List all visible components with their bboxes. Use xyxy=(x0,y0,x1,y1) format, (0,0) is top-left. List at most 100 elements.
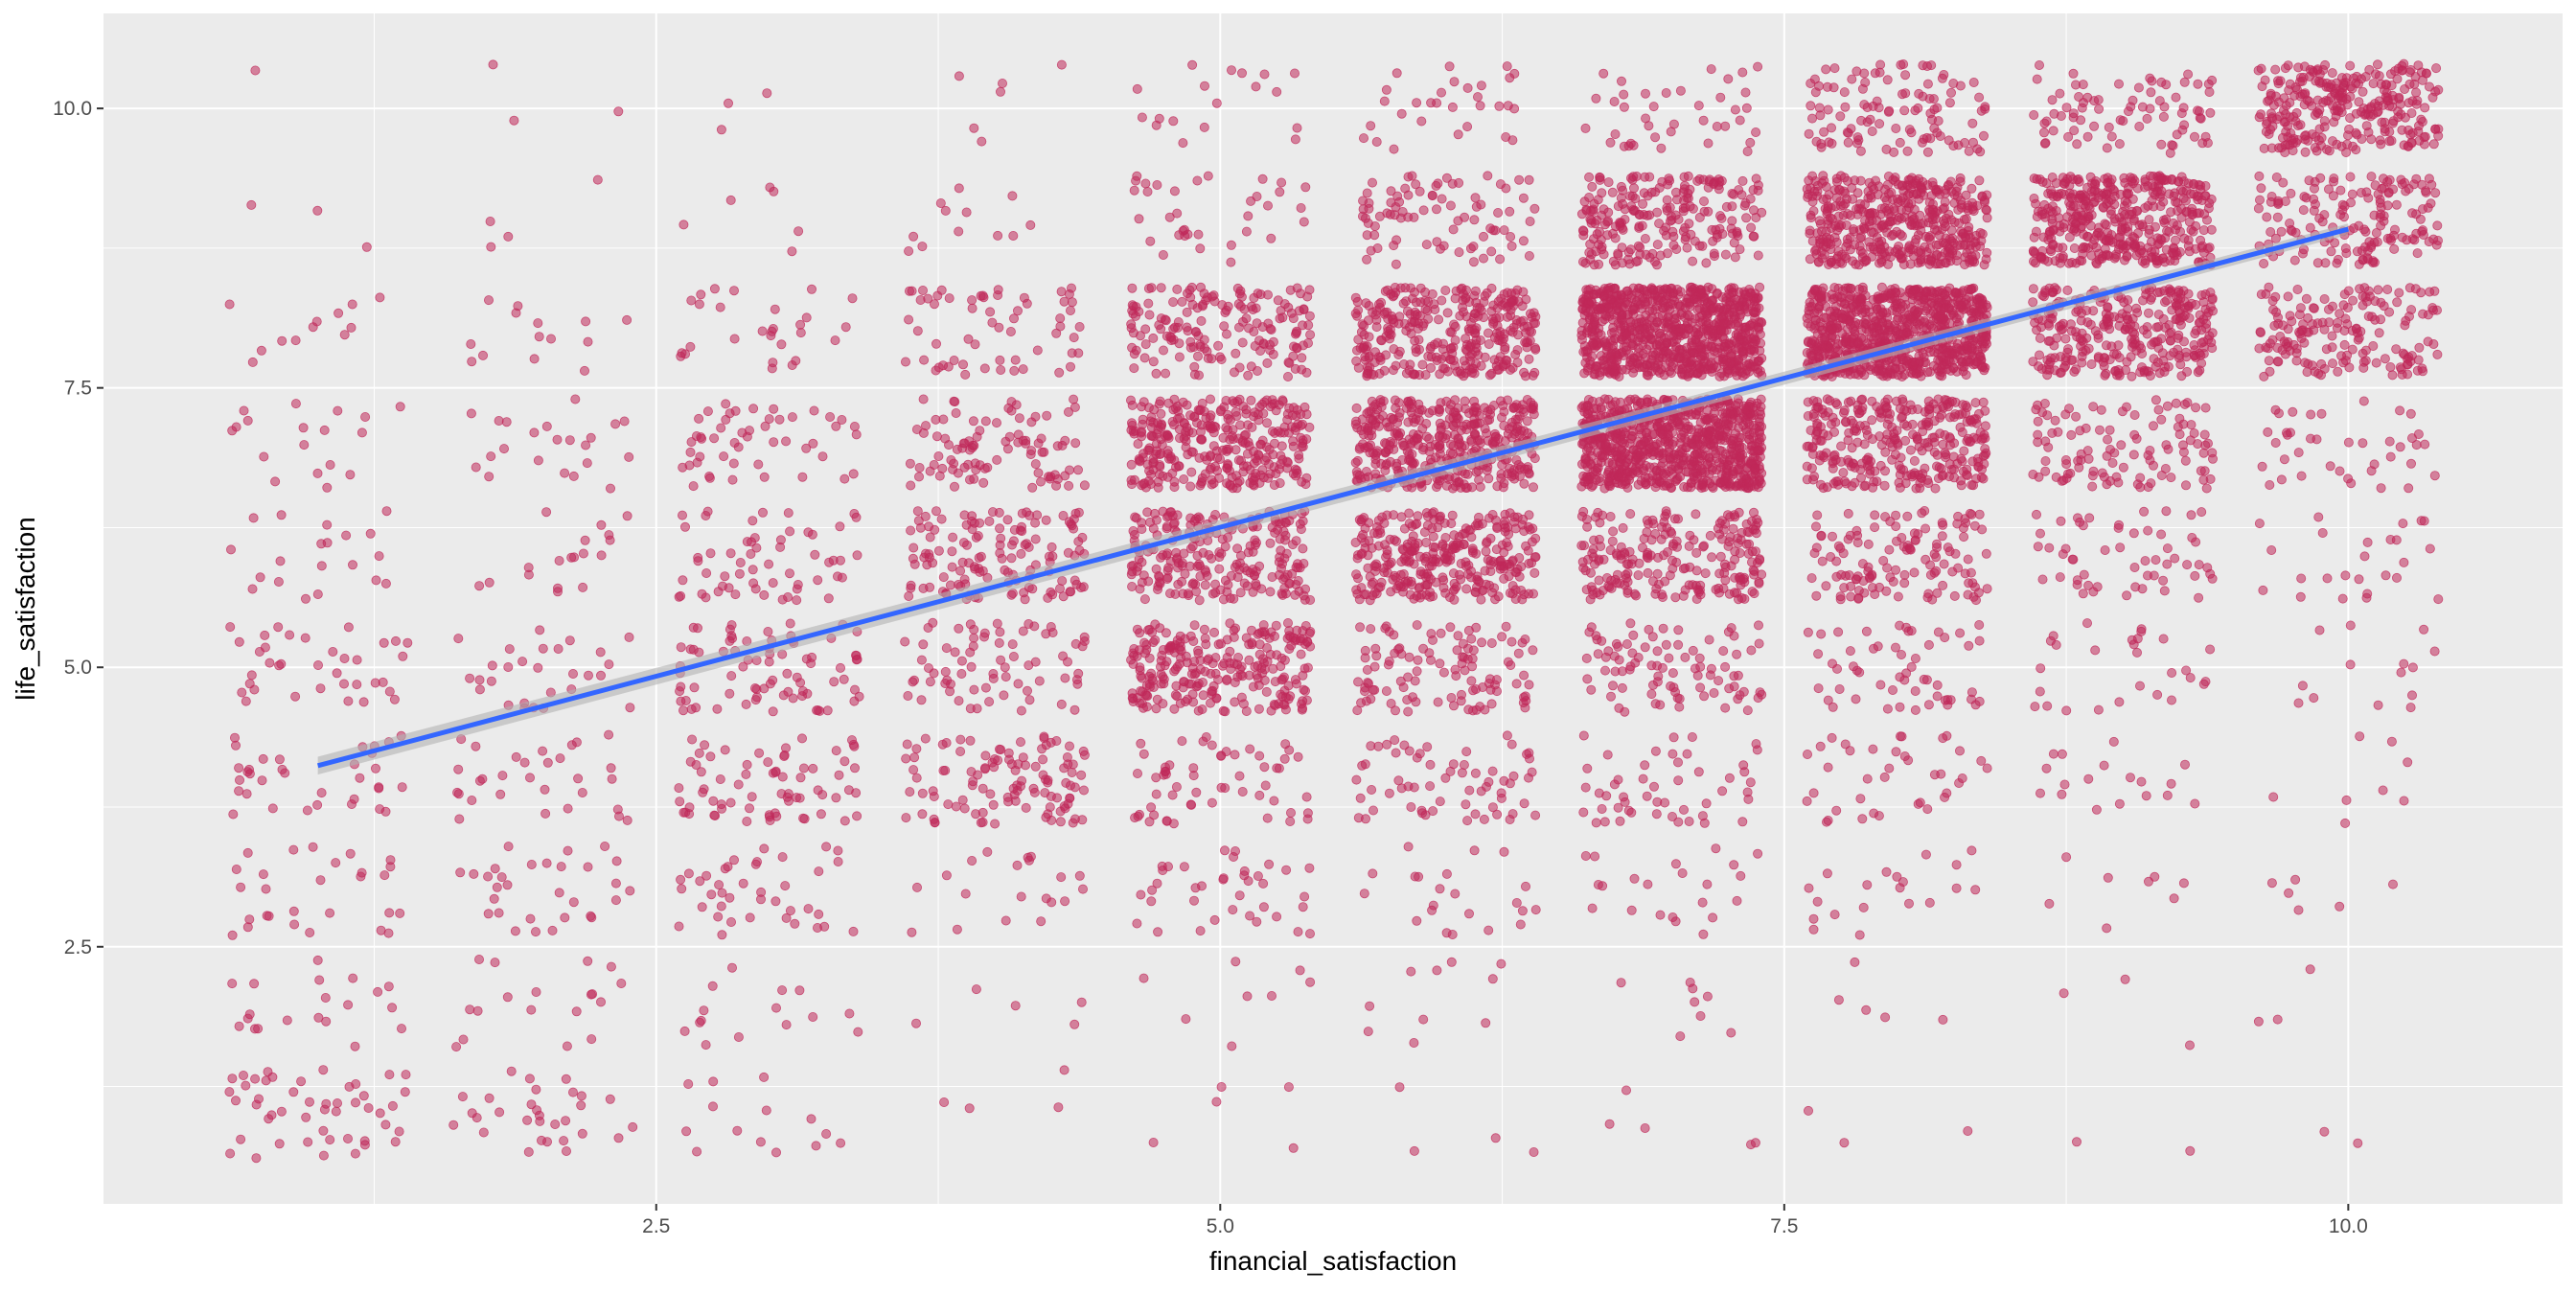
data-point xyxy=(1653,647,1662,656)
data-point xyxy=(300,441,309,450)
data-point xyxy=(997,365,1005,374)
data-point xyxy=(1667,681,1675,690)
data-point xyxy=(251,66,260,75)
data-point xyxy=(798,692,807,701)
data-point xyxy=(1001,916,1010,925)
data-point xyxy=(1520,671,1529,680)
data-point xyxy=(245,680,254,688)
data-point xyxy=(1267,706,1276,715)
data-point xyxy=(572,738,581,747)
data-point xyxy=(901,637,909,646)
data-point xyxy=(542,508,551,517)
data-point xyxy=(1244,421,1253,429)
data-point xyxy=(1696,590,1705,599)
data-point xyxy=(1488,767,1497,775)
data-point xyxy=(1706,531,1714,540)
data-point xyxy=(910,560,919,568)
data-point xyxy=(250,1025,259,1033)
data-point xyxy=(930,460,938,469)
data-point xyxy=(852,652,861,660)
data-point xyxy=(1511,350,1520,358)
data-point xyxy=(1457,369,1465,378)
data-point xyxy=(1743,788,1752,797)
data-point xyxy=(523,1116,532,1124)
data-point xyxy=(534,319,542,328)
data-point xyxy=(613,805,622,814)
data-point xyxy=(1582,654,1591,662)
data-point xyxy=(1057,288,1066,296)
data-point xyxy=(1236,302,1245,311)
data-point xyxy=(1526,310,1534,318)
data-point xyxy=(1427,342,1436,351)
data-point xyxy=(909,232,918,241)
data-point xyxy=(1449,225,1458,234)
data-point xyxy=(1531,906,1540,914)
data-point xyxy=(994,286,1002,294)
data-point xyxy=(1023,508,1031,517)
data-point xyxy=(755,749,764,757)
data-point xyxy=(1193,176,1202,185)
data-point xyxy=(278,765,287,773)
data-point xyxy=(357,868,366,877)
data-point xyxy=(983,847,992,856)
data-point xyxy=(1281,740,1290,749)
data-point xyxy=(939,573,948,582)
data-point xyxy=(1374,300,1383,309)
data-point xyxy=(1503,539,1511,547)
data-point xyxy=(1145,311,1154,319)
data-point xyxy=(1484,777,1493,786)
data-point xyxy=(1176,642,1184,651)
data-point xyxy=(1195,560,1204,568)
data-point xyxy=(1525,251,1533,260)
data-point xyxy=(1223,676,1231,684)
data-point xyxy=(698,589,706,598)
data-point xyxy=(1252,579,1260,588)
data-point xyxy=(1233,397,1242,405)
data-point xyxy=(1500,548,1508,557)
data-point xyxy=(1520,693,1529,702)
data-point xyxy=(1387,699,1395,707)
data-point xyxy=(1351,417,1360,426)
data-point xyxy=(1276,188,1284,196)
data-point xyxy=(535,333,543,341)
data-point xyxy=(914,473,923,481)
data-point xyxy=(966,620,975,629)
data-point xyxy=(494,416,503,425)
data-point xyxy=(1476,436,1484,445)
data-point xyxy=(1232,484,1241,493)
data-point xyxy=(1169,325,1178,334)
data-point xyxy=(1661,530,1669,539)
data-point xyxy=(542,422,551,430)
data-point xyxy=(582,441,590,450)
data-point xyxy=(1454,632,1462,640)
data-point xyxy=(1204,354,1212,362)
data-point xyxy=(390,695,399,704)
data-point xyxy=(915,463,924,472)
data-point xyxy=(1709,446,1717,454)
data-point xyxy=(467,409,475,418)
data-point xyxy=(286,631,294,639)
data-point xyxy=(1472,403,1481,411)
data-point xyxy=(1289,342,1298,351)
data-point xyxy=(1691,442,1700,450)
data-point xyxy=(954,72,963,81)
data-point xyxy=(980,364,989,373)
data-point xyxy=(1254,871,1262,880)
data-point xyxy=(914,517,923,525)
data-point xyxy=(1470,291,1479,300)
data-point xyxy=(1436,659,1444,668)
data-point xyxy=(1248,640,1256,649)
data-point xyxy=(237,883,245,891)
data-point xyxy=(1451,473,1460,482)
data-point xyxy=(1429,532,1438,541)
data-point xyxy=(1740,573,1749,582)
data-point xyxy=(1253,319,1261,328)
data-point xyxy=(1048,628,1057,636)
data-point xyxy=(1503,731,1511,740)
data-point xyxy=(1022,803,1030,812)
data-point xyxy=(277,511,286,520)
data-point xyxy=(1448,103,1457,111)
data-point xyxy=(941,667,950,676)
data-point xyxy=(1219,706,1228,715)
data-point xyxy=(569,898,578,907)
